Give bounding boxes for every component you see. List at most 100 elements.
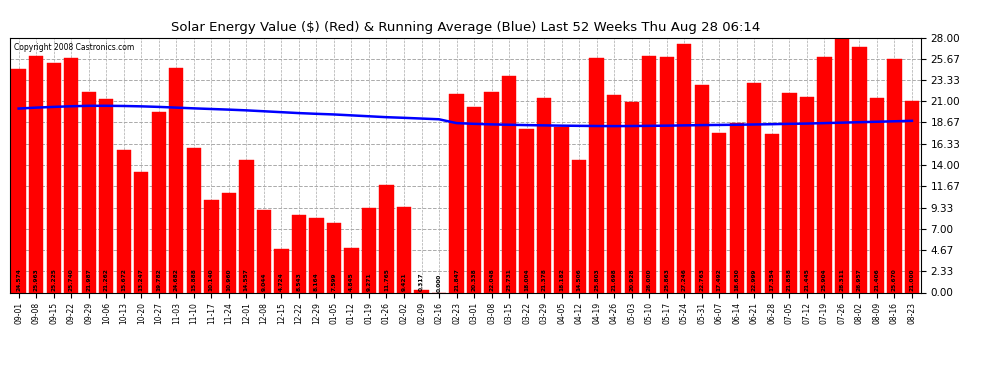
Bar (117, 150, 131, 292)
Bar (554, 127, 569, 292)
Bar (520, 129, 534, 292)
Bar (817, 57, 832, 292)
Bar (309, 218, 324, 292)
Bar (222, 193, 236, 292)
Bar (747, 83, 761, 292)
Bar (99, 99, 114, 292)
Bar (835, 34, 849, 292)
Text: 13.247: 13.247 (139, 268, 144, 291)
Bar (659, 57, 674, 292)
Text: 25.225: 25.225 (51, 268, 56, 291)
Bar (361, 208, 376, 292)
Text: 17.354: 17.354 (769, 268, 774, 291)
Text: 8.164: 8.164 (314, 272, 319, 291)
Bar (677, 44, 691, 292)
Bar (572, 160, 586, 292)
Text: 25.740: 25.740 (68, 268, 73, 291)
Bar (449, 93, 463, 292)
Bar (782, 93, 797, 292)
Text: 9.044: 9.044 (261, 273, 266, 291)
Bar (607, 95, 622, 292)
Bar (292, 215, 306, 292)
Text: 21.445: 21.445 (804, 268, 810, 291)
Text: 10.140: 10.140 (209, 268, 214, 291)
Bar (151, 112, 166, 292)
Text: 10.960: 10.960 (227, 268, 232, 291)
Bar (12, 69, 26, 292)
Bar (29, 56, 44, 292)
Bar (81, 92, 96, 292)
Text: 27.246: 27.246 (682, 268, 687, 291)
Text: 4.845: 4.845 (348, 272, 354, 291)
Bar (134, 172, 148, 292)
Text: 21.698: 21.698 (612, 268, 617, 291)
Text: 24.682: 24.682 (174, 268, 179, 291)
Text: 21.262: 21.262 (104, 268, 109, 291)
Text: 9.271: 9.271 (366, 273, 371, 291)
Text: 22.763: 22.763 (699, 268, 704, 291)
Bar (852, 47, 866, 292)
Bar (345, 248, 358, 292)
Text: 21.987: 21.987 (86, 268, 91, 291)
Text: 8.543: 8.543 (296, 272, 301, 291)
Text: 21.406: 21.406 (874, 268, 879, 291)
Bar (643, 56, 656, 292)
Text: 7.599: 7.599 (332, 273, 337, 291)
Text: 21.847: 21.847 (454, 268, 459, 291)
Bar (484, 92, 499, 292)
Text: 25.670: 25.670 (892, 268, 897, 291)
Text: 24.574: 24.574 (16, 268, 21, 291)
Text: 15.672: 15.672 (121, 268, 127, 291)
Bar (64, 58, 78, 292)
Bar (187, 148, 201, 292)
Bar (397, 207, 411, 292)
Bar (47, 63, 60, 292)
Text: Copyright 2008 Castronics.com: Copyright 2008 Castronics.com (15, 43, 135, 52)
Text: 21.378: 21.378 (542, 268, 546, 291)
Bar (537, 98, 551, 292)
Text: 11.765: 11.765 (384, 268, 389, 291)
Bar (905, 101, 919, 292)
Text: 14.506: 14.506 (576, 268, 582, 291)
Bar (502, 76, 516, 292)
Bar (415, 290, 429, 292)
Bar (379, 185, 394, 292)
Bar (625, 102, 639, 292)
Title: Solar Energy Value ($) (Red) & Running Average (Blue) Last 52 Weeks Thu Aug 28 0: Solar Energy Value ($) (Red) & Running A… (170, 21, 760, 33)
Bar (712, 133, 727, 292)
Bar (256, 210, 271, 292)
Bar (169, 68, 183, 292)
Text: 26.957: 26.957 (857, 268, 862, 291)
Text: 23.731: 23.731 (507, 268, 512, 291)
Text: 25.963: 25.963 (34, 268, 39, 291)
Text: 18.004: 18.004 (524, 268, 529, 291)
Bar (204, 200, 219, 292)
Text: 4.724: 4.724 (279, 272, 284, 291)
Bar (887, 59, 902, 292)
Text: 21.858: 21.858 (787, 268, 792, 291)
Text: 25.863: 25.863 (664, 268, 669, 291)
Text: 17.492: 17.492 (717, 268, 722, 291)
Text: 18.630: 18.630 (735, 268, 740, 291)
Text: 20.928: 20.928 (630, 268, 635, 291)
Bar (327, 223, 342, 292)
Bar (467, 107, 481, 292)
Bar (730, 123, 743, 292)
Text: 0.317: 0.317 (419, 273, 424, 291)
Bar (800, 97, 814, 292)
Text: 28.311: 28.311 (840, 268, 844, 291)
Text: 19.782: 19.782 (156, 268, 161, 291)
Text: 26.000: 26.000 (646, 268, 651, 291)
Bar (589, 57, 604, 292)
Bar (764, 135, 779, 292)
Bar (240, 160, 253, 292)
Bar (274, 249, 288, 292)
Text: 0.000: 0.000 (437, 274, 442, 292)
Text: 22.999: 22.999 (751, 268, 756, 291)
Text: 18.182: 18.182 (559, 268, 564, 291)
Text: 20.338: 20.338 (471, 268, 476, 291)
Text: 15.888: 15.888 (191, 268, 196, 291)
Bar (695, 85, 709, 292)
Text: 9.421: 9.421 (402, 273, 407, 291)
Text: 25.904: 25.904 (822, 268, 827, 291)
